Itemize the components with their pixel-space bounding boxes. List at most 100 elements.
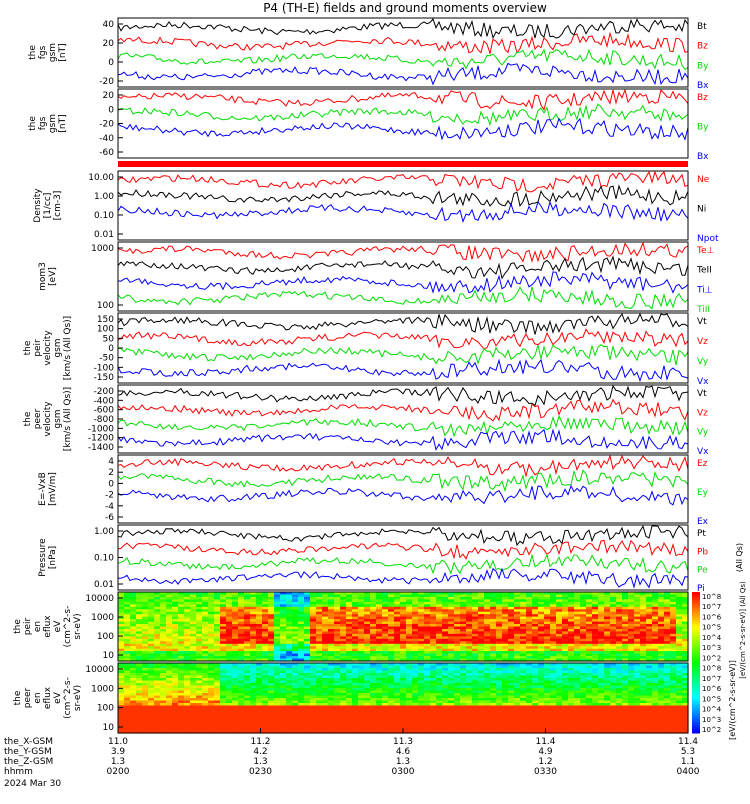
series-line-Bt (118, 19, 688, 38)
series-line-Pb (118, 540, 688, 558)
legend-entry: Bz (697, 93, 708, 103)
legend-entry: Npot (697, 234, 719, 244)
y-tick-label: 100 (97, 632, 114, 642)
series-line-Pe (118, 555, 688, 573)
y-axis-label: velocity (43, 330, 53, 366)
y-axis-label: gsm (53, 409, 63, 428)
panel-frame (118, 171, 688, 240)
legend-entry: Ti⊥ (696, 285, 713, 295)
y-axis-label: the (28, 116, 38, 131)
y-tick-label: 20 (103, 91, 115, 101)
series-line-Vx (118, 360, 688, 381)
series-line-Te⊥ (118, 243, 688, 261)
y-tick-label: 2 (108, 468, 114, 478)
series-line-By (118, 50, 688, 70)
y-axis-label: peer (33, 408, 43, 429)
y-axis-label: Pressure (38, 538, 48, 577)
y-tick-label: 150 (97, 315, 114, 325)
y-axis-label: fgs (38, 116, 48, 130)
y-tick-label: 0 (108, 344, 114, 354)
series-line-By (118, 104, 688, 125)
y-axis-label: en (33, 621, 43, 632)
series-line-Ex (118, 486, 688, 505)
legend-entry: Vz (697, 337, 708, 347)
y-axis-label: the (13, 619, 23, 634)
y-tick-label: 0.01 (94, 580, 114, 590)
legend-entry: Bx (697, 152, 709, 162)
y-tick-label: 10.00 (88, 173, 114, 183)
y-axis-label: eflux (43, 615, 53, 638)
y-axis-label: gsm (53, 338, 63, 357)
y-axis-label: gsm (48, 114, 58, 133)
y-tick-label: 1000 (91, 244, 114, 254)
series-line-TiII (118, 287, 688, 309)
side-label: (All Qs) (735, 543, 744, 572)
y-tick-label: -4 (105, 502, 114, 512)
legend-entry: Pt (697, 529, 706, 539)
legend-entry: Vy (697, 428, 709, 438)
y-tick-label: 1000 (91, 613, 114, 623)
legend-entry: Ne (697, 175, 710, 185)
y-tick-label: -1400 (88, 443, 114, 453)
y-tick-label: 50 (103, 334, 115, 344)
y-axis-label: [nPa] (48, 546, 58, 569)
y-tick-label: 0.10 (94, 554, 114, 564)
y-tick-label: 0 (108, 105, 114, 115)
y-axis-label: [km/s (All Qs)] (63, 387, 73, 451)
y-tick-label: -40 (99, 134, 114, 144)
legend-entry: Vx (697, 447, 709, 457)
y-axis-label: [mV/m] (48, 472, 58, 506)
y-axis-label: mom3 (38, 262, 48, 291)
y-axis-label: peir (33, 339, 43, 357)
y-tick-label: 0.01 (94, 230, 114, 240)
series-line-Vz (118, 400, 688, 421)
series-line-Ni (118, 186, 688, 206)
legend-entry: By (697, 61, 709, 71)
y-tick-label: 0 (108, 58, 114, 68)
flag-bar-mark (118, 161, 688, 167)
y-tick-label: -20 (99, 77, 114, 87)
series-line-Vt (118, 314, 688, 335)
y-axis-label: sr-eV) (73, 613, 83, 639)
legend-entry: Vy (697, 357, 709, 367)
legend-entry: Ey (697, 488, 709, 498)
legend-entry: Vz (697, 408, 708, 418)
y-axis-label: [nT] (58, 114, 68, 132)
legend-entry: Bz (697, 42, 708, 52)
legend-entry: By (697, 123, 709, 133)
panel-frame (118, 242, 688, 311)
series-line-TeII (118, 257, 688, 278)
legend-entry: Bx (697, 81, 709, 91)
legend-entry: Vx (697, 377, 709, 387)
y-axis-label: the (28, 45, 38, 60)
y-tick-label: 4 (108, 457, 114, 467)
y-tick-label: 100 (97, 325, 114, 335)
series-line-Bx (118, 119, 688, 140)
panel-flag-bar (118, 161, 688, 167)
series-line-Pi (118, 569, 688, 588)
series-line-Bz (118, 33, 688, 53)
series-line-Pt (118, 526, 688, 545)
y-axis-label: the (23, 411, 33, 426)
y-axis-label: (cm^2-s- (63, 606, 73, 648)
legend-entry: TeII (696, 266, 712, 276)
y-tick-label: 10 (103, 651, 115, 661)
y-axis-label: [1/cc] (43, 193, 53, 219)
y-axis-label: [eV] (48, 267, 58, 286)
y-tick-label: -150 (94, 373, 115, 383)
y-axis-label: eV (53, 620, 63, 633)
y-tick-label: 0 (108, 479, 114, 489)
series-line-Ey (118, 470, 688, 490)
legend-entry: Ez (697, 459, 708, 469)
series-line-Vy (118, 416, 688, 436)
y-axis-label: peir (23, 617, 33, 635)
y-tick-label: 0.10 (94, 211, 114, 221)
